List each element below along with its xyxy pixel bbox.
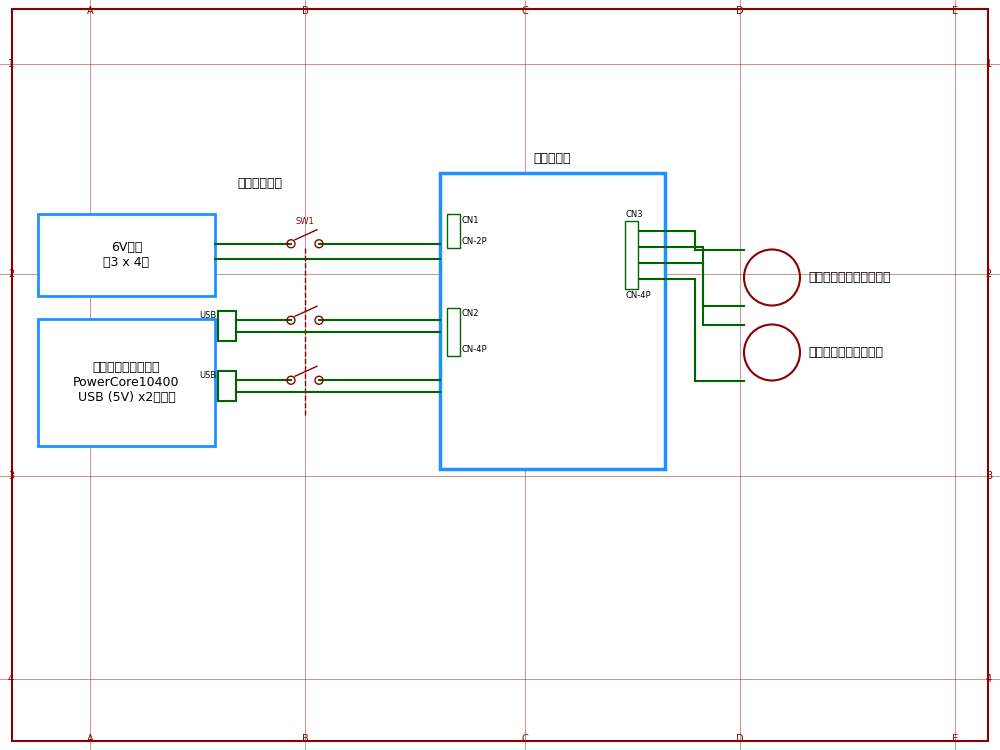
Bar (218, 311, 236, 341)
Text: CN-4P: CN-4P (625, 291, 651, 300)
Text: B: B (302, 6, 308, 16)
Text: CN1: CN1 (462, 216, 480, 225)
Text: C: C (522, 734, 528, 744)
Text: 1: 1 (986, 58, 992, 69)
Text: メイン基板: メイン基板 (534, 152, 571, 166)
Text: SW1: SW1 (296, 217, 314, 226)
Text: E: E (952, 6, 958, 16)
Text: 4: 4 (986, 674, 992, 684)
Bar (447, 308, 460, 356)
Text: 2: 2 (986, 268, 992, 279)
Text: A: A (87, 6, 93, 16)
Text: D: D (736, 734, 744, 744)
Text: 4: 4 (8, 674, 14, 684)
Text: 3: 3 (986, 471, 992, 482)
Bar (625, 221, 638, 289)
Text: CN-4P: CN-4P (462, 345, 488, 354)
Text: D: D (736, 6, 744, 16)
Text: 2: 2 (8, 268, 14, 279)
Text: 1: 1 (8, 58, 14, 69)
Text: E: E (952, 734, 958, 744)
Text: 6V電源
単3 x 4個: 6V電源 単3 x 4個 (103, 241, 150, 269)
Text: A: A (87, 734, 93, 744)
Bar (218, 371, 236, 401)
Text: B: B (302, 734, 308, 744)
Bar (440, 172, 665, 469)
Text: ボールスピードモーター: ボールスピードモーター (808, 271, 891, 284)
Text: USB: USB (199, 371, 216, 380)
Text: CN3: CN3 (625, 210, 643, 219)
Text: ボール払出しモーター: ボール払出しモーター (808, 346, 883, 359)
Bar (38, 319, 215, 446)
Text: C: C (522, 6, 528, 16)
Bar (447, 214, 460, 248)
Bar (38, 214, 215, 296)
Text: 電源スイッチ: 電源スイッチ (238, 177, 283, 190)
Text: CN2: CN2 (462, 310, 480, 319)
Text: USB: USB (199, 311, 216, 320)
Text: CN-2P: CN-2P (462, 236, 488, 245)
Text: 3: 3 (8, 471, 14, 482)
Text: モバイルバッテリー
PowerCore10400
USB (5V) x2ポート: モバイルバッテリー PowerCore10400 USB (5V) x2ポート (73, 361, 180, 404)
